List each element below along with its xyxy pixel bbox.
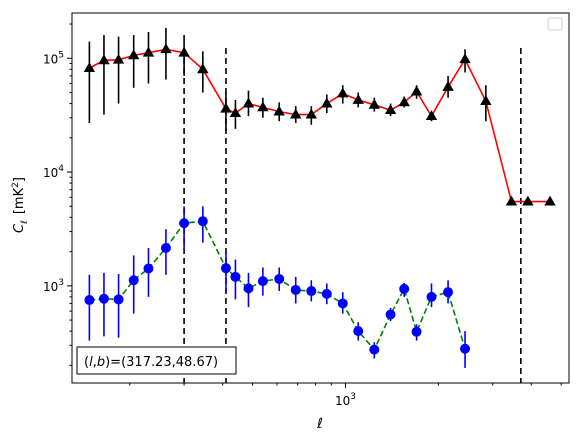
data-point bbox=[460, 343, 471, 354]
data-point bbox=[480, 95, 492, 106]
data-point bbox=[369, 344, 380, 355]
data-point bbox=[220, 102, 232, 113]
data-point bbox=[98, 293, 109, 304]
data-point bbox=[160, 43, 172, 54]
data-point bbox=[274, 273, 285, 284]
data-point bbox=[505, 195, 518, 206]
data-point bbox=[399, 283, 410, 294]
x-axis-label: ℓ bbox=[316, 416, 323, 432]
y-tick-label: 104 bbox=[43, 164, 64, 180]
x-tick-label: 103 bbox=[335, 392, 356, 408]
series-layer bbox=[83, 27, 556, 368]
data-point bbox=[113, 294, 124, 305]
data-point bbox=[337, 87, 349, 98]
data-point bbox=[352, 93, 364, 104]
data-point bbox=[337, 298, 348, 309]
data-point bbox=[128, 49, 140, 60]
data-point bbox=[522, 195, 534, 206]
data-point bbox=[229, 107, 242, 117]
data-point bbox=[84, 295, 95, 306]
axis-ticks: 103 104 105 103 bbox=[43, 23, 562, 408]
data-point bbox=[257, 101, 269, 112]
y-tick-label: 105 bbox=[43, 50, 64, 66]
data-point bbox=[398, 96, 410, 107]
y-tick-label: 103 bbox=[43, 278, 64, 294]
data-point bbox=[112, 53, 125, 64]
data-point bbox=[459, 53, 471, 64]
data-point bbox=[257, 276, 268, 287]
data-point bbox=[425, 110, 438, 121]
data-point bbox=[305, 108, 318, 119]
data-point bbox=[230, 271, 241, 282]
annotation-text: (l,b)=(317.23,48.67) bbox=[84, 355, 218, 370]
data-point bbox=[385, 309, 396, 320]
data-point bbox=[290, 108, 302, 119]
data-point bbox=[83, 62, 96, 72]
data-point bbox=[321, 97, 333, 108]
plot-frame bbox=[71, 12, 570, 384]
data-point bbox=[243, 283, 254, 294]
data-point bbox=[273, 105, 285, 116]
data-point bbox=[290, 284, 301, 295]
data-point bbox=[443, 287, 454, 298]
data-point bbox=[411, 326, 422, 337]
data-point bbox=[197, 63, 209, 74]
data-point bbox=[426, 291, 437, 302]
data-point bbox=[368, 98, 380, 109]
data-point bbox=[178, 46, 190, 57]
data-point bbox=[306, 286, 317, 297]
data-point bbox=[544, 195, 556, 206]
series-line bbox=[89, 220, 466, 352]
data-point bbox=[410, 85, 423, 96]
data-point bbox=[160, 243, 171, 254]
data-point bbox=[128, 275, 139, 286]
legend-box bbox=[547, 17, 563, 31]
data-point bbox=[143, 263, 154, 274]
data-point bbox=[220, 263, 231, 274]
data-point bbox=[321, 288, 332, 299]
y-axis-label: Cℓ[mK2] bbox=[11, 177, 30, 233]
data-point bbox=[242, 97, 255, 108]
series-1 bbox=[83, 27, 556, 206]
data-point bbox=[384, 104, 397, 115]
data-point bbox=[142, 46, 155, 57]
series-2 bbox=[84, 206, 471, 368]
data-point bbox=[442, 80, 454, 91]
annotation-box: (l,b)=(317.23,48.67) bbox=[76, 346, 237, 375]
series-line bbox=[89, 48, 550, 203]
data-point bbox=[197, 216, 208, 227]
data-point bbox=[98, 54, 110, 65]
data-point bbox=[353, 326, 364, 337]
data-point bbox=[179, 218, 190, 229]
